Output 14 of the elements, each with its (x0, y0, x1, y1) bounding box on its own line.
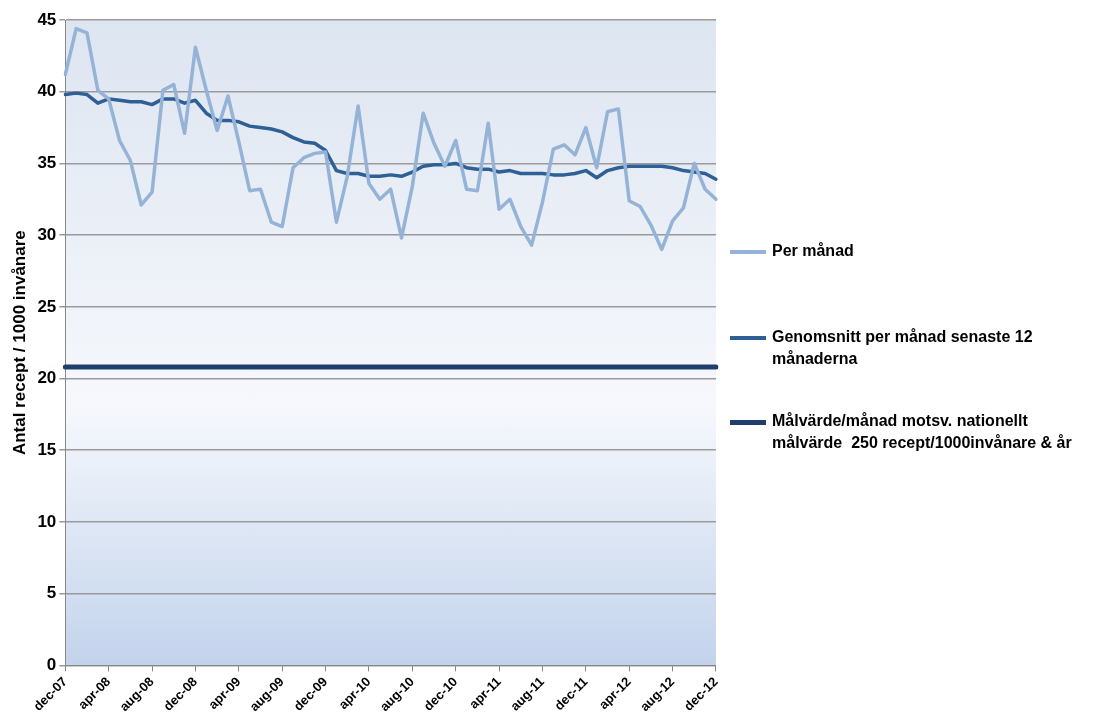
legend-label: Målvärde/månad motsv. nationellt målvärde 250 recept/1000invånare & år (772, 411, 1073, 453)
y-tick-label: 20 (37, 368, 57, 388)
legend-label: Genomsnitt per månad senaste 12 månaderna (772, 327, 1034, 369)
y-tick-label: 15 (37, 439, 57, 459)
y-axis-title: Antal recept / 1000 invånare (9, 230, 29, 456)
y-tick-label: 5 (46, 583, 57, 603)
y-tick-label: 30 (37, 224, 57, 244)
y-tick-label: 45 (37, 9, 57, 29)
y-tick-label: 0 (46, 655, 57, 675)
y-tick-label: 10 (37, 511, 57, 531)
y-tick-label: 35 (37, 153, 57, 173)
y-tick-label: 40 (37, 81, 57, 101)
legend-label: Per månad (772, 241, 854, 261)
y-tick-label: 25 (37, 296, 57, 316)
